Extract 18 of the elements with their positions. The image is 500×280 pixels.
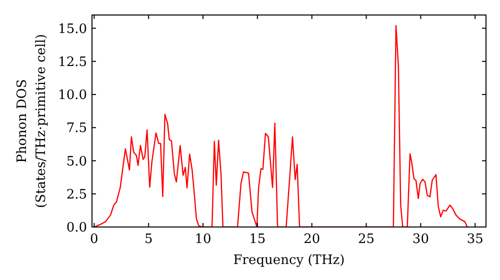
- x-tick-label: 35: [466, 232, 484, 247]
- x-tick-label: 5: [144, 232, 153, 247]
- x-tick-label: 30: [412, 232, 429, 247]
- line-series: [94, 25, 468, 227]
- x-tick-label: 10: [194, 232, 212, 247]
- y-tick-label: 12.5: [58, 54, 87, 70]
- y-tick-label: 2.5: [66, 187, 87, 202]
- y-tick-label: 0.0: [66, 220, 87, 236]
- y-tick-label: 15.0: [58, 22, 87, 37]
- x-tick-label: 20: [304, 232, 320, 247]
- y-tick-label: 7.5: [66, 121, 87, 136]
- y-tick-label: 5.0: [66, 154, 87, 170]
- x-tick-label: 0: [90, 232, 98, 247]
- y-axis-title: Phonon DOS (States/THz·primitive cell): [15, 34, 49, 208]
- x-tick-label: 25: [358, 232, 375, 247]
- x-tick-label: 15: [249, 232, 266, 247]
- y-tick-label: 10.0: [58, 88, 87, 104]
- x-axis-title: Frequency (THz): [233, 253, 345, 268]
